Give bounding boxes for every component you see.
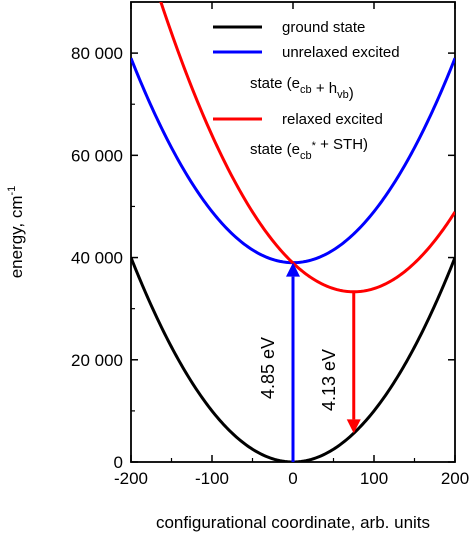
transition-arrowhead (346, 419, 361, 434)
x-tick-label: 100 (360, 469, 388, 488)
legend-label: relaxed excited (282, 111, 383, 128)
legend-label: state (ecb* + STH) (250, 136, 368, 162)
y-axis-title-superscript: -1 (6, 186, 18, 196)
x-tick-label: 200 (441, 469, 469, 488)
y-tick-label: 60 000 (71, 146, 123, 165)
transition-energy-label: 4.85 eV (258, 337, 278, 399)
y-tick-label: 40 000 (71, 249, 123, 268)
legend-label: ground state (282, 19, 365, 36)
y-axis-title-main: energy, cm (7, 195, 26, 278)
transition-energy-label: 4.13 eV (319, 349, 339, 411)
x-axis-title: configurational coordinate, arb. units (156, 513, 430, 532)
legend-label: state (ecb + hvb) (250, 75, 354, 102)
transition-arrowhead (286, 262, 300, 277)
x-tick-label: 0 (288, 469, 297, 488)
y-tick-label: 80 000 (71, 44, 123, 63)
x-tick-label: -200 (114, 469, 148, 488)
x-tick-label: -100 (195, 469, 229, 488)
series-line-ground (131, 257, 455, 462)
y-tick-label: 0 (114, 453, 123, 472)
y-axis-title: energy, cm-1 (6, 186, 26, 279)
legend-label: unrelaxed excited (282, 44, 400, 61)
y-tick-label: 20 000 (71, 351, 123, 370)
